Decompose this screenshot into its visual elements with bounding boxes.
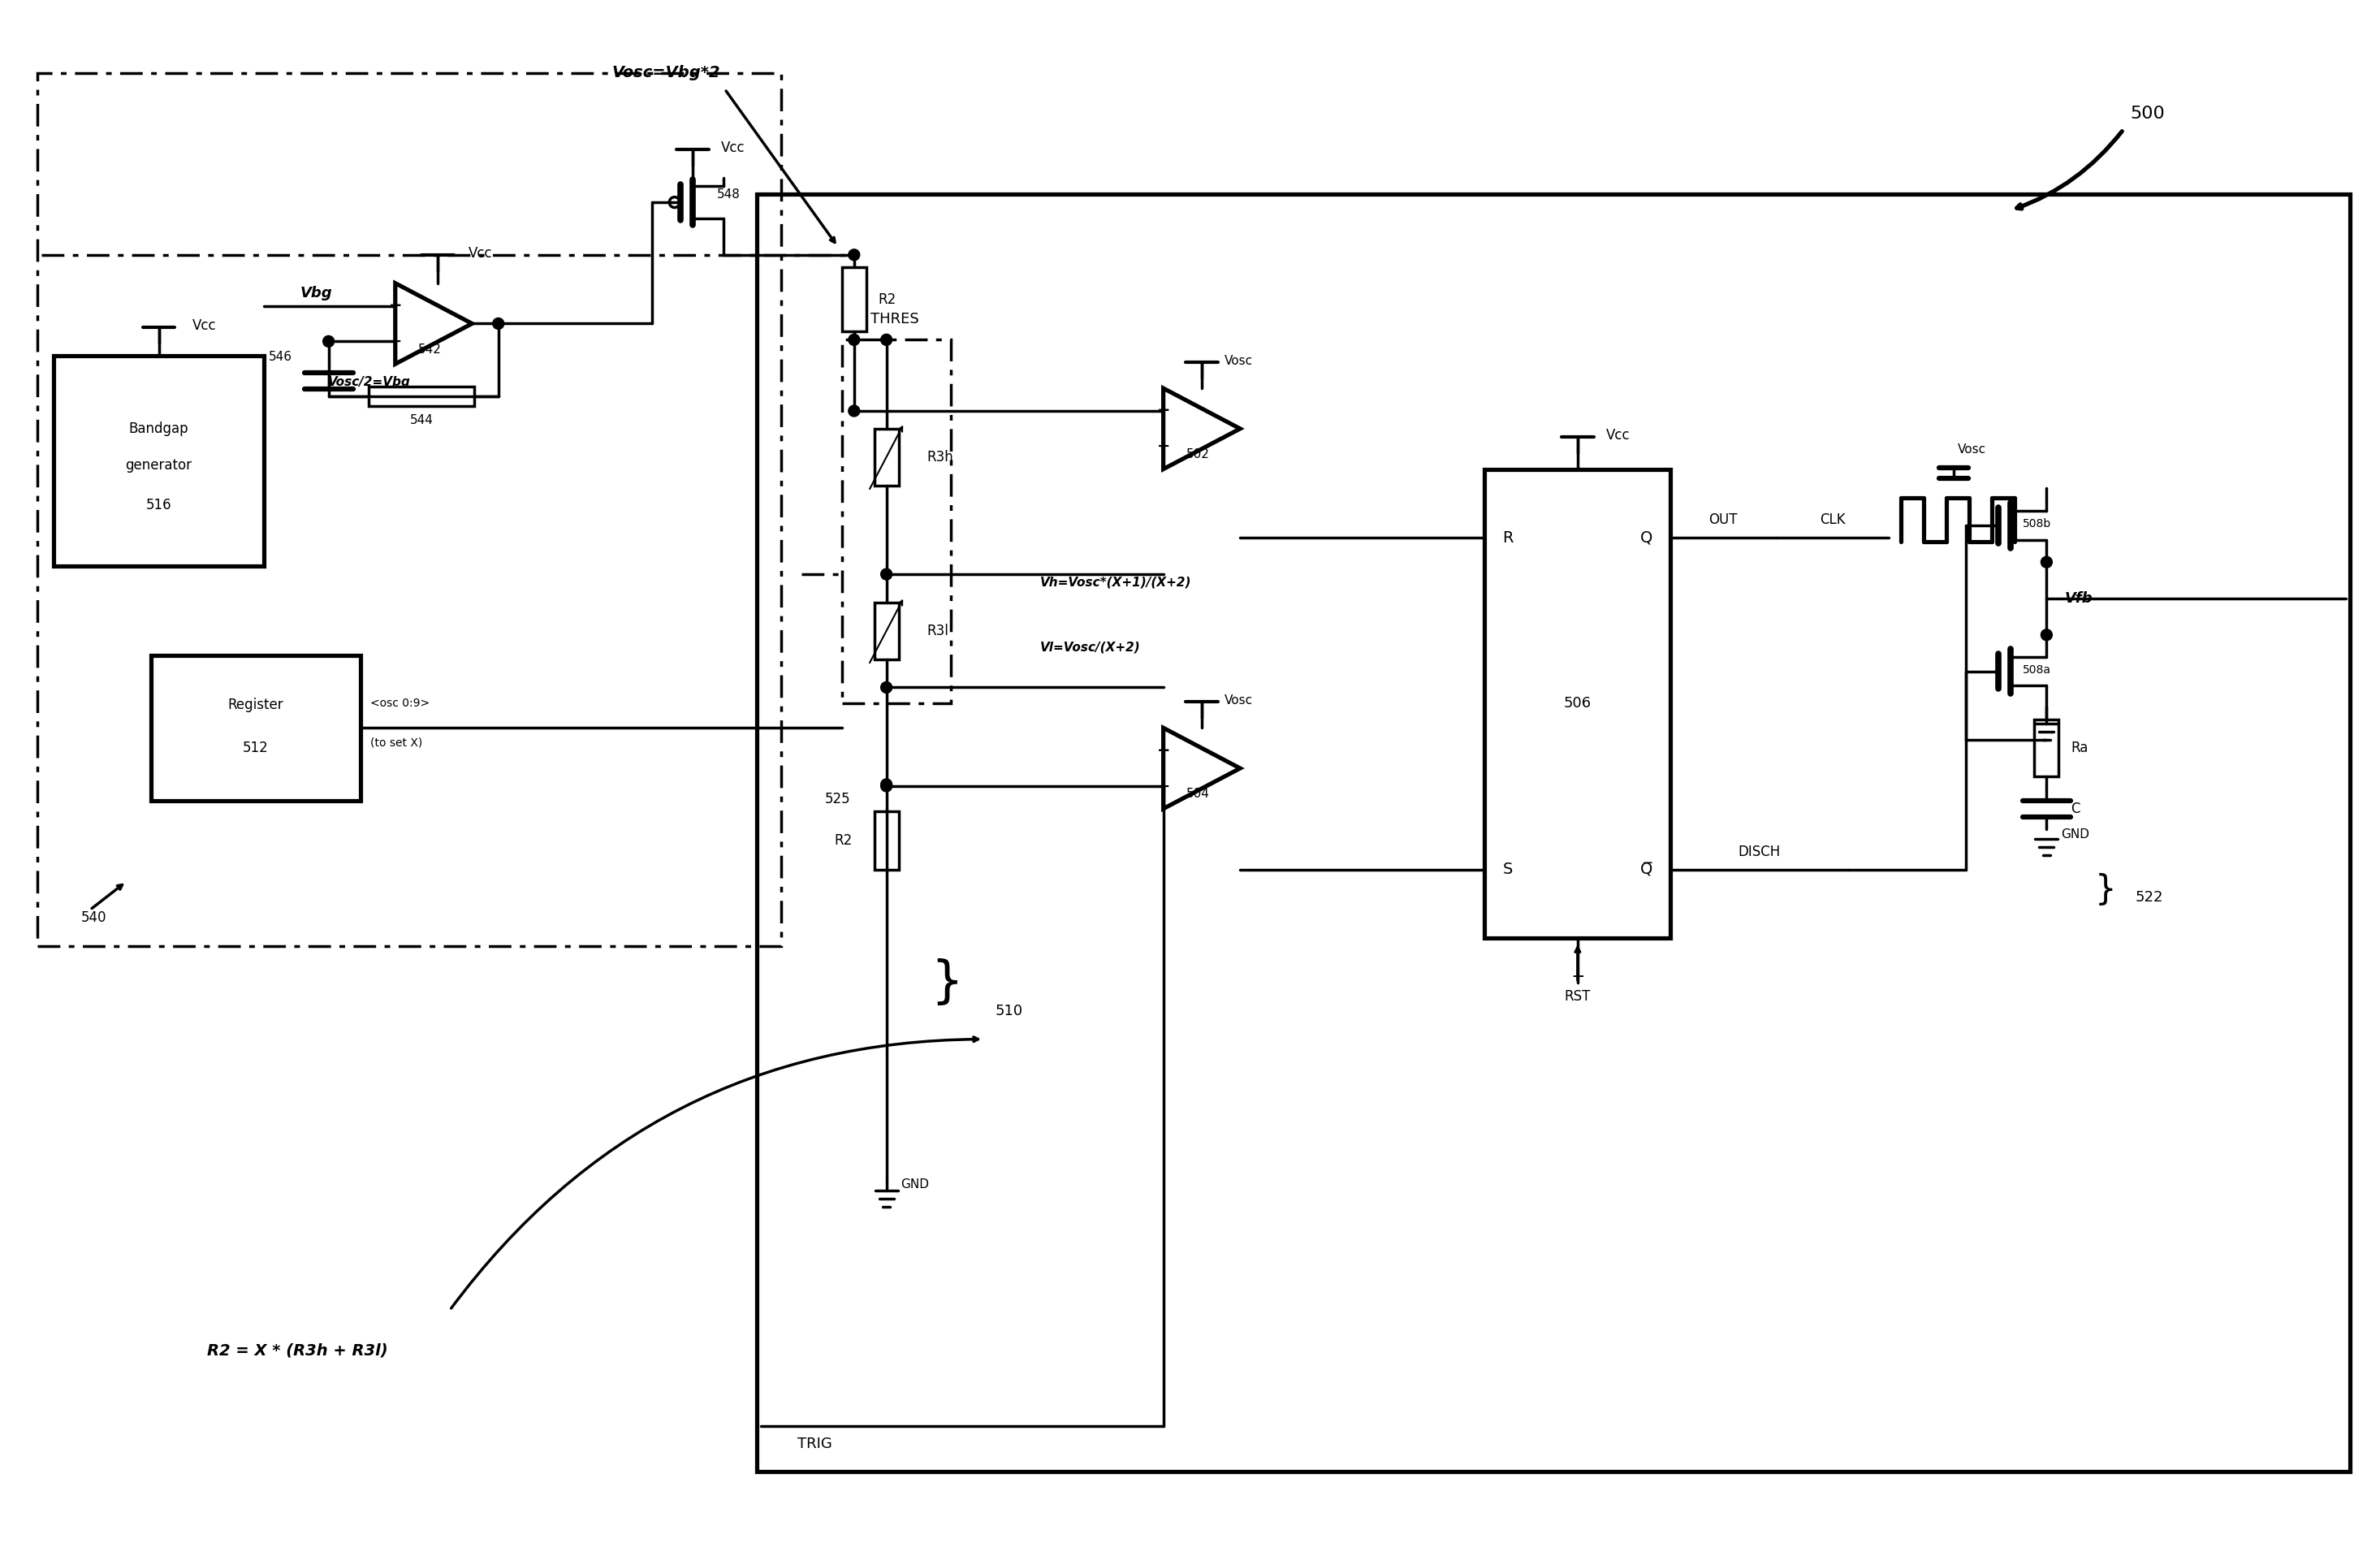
Circle shape [847,335,859,345]
Text: 522: 522 [2135,890,2163,906]
Text: +: + [1157,742,1171,758]
Text: 525: 525 [826,792,850,806]
Text: +: + [388,299,402,313]
Circle shape [881,682,892,692]
Bar [369,386,474,406]
Text: Vcc: Vcc [469,246,493,260]
Text: 540: 540 [81,910,107,926]
Text: −: − [1157,778,1171,794]
Text: ‾: ‾ [1573,976,1583,994]
Text: GND: GND [2061,828,2090,840]
Text: }: } [2094,873,2116,907]
Text: 506: 506 [1564,696,1592,711]
Text: Bandgap: Bandgap [129,422,188,436]
Text: Vl=Vosc/(X+2): Vl=Vosc/(X+2) [1040,641,1140,654]
Text: Vosc=Vbg*2: Vosc=Vbg*2 [612,65,721,81]
Text: generator: generator [126,457,193,473]
Text: Vfb: Vfb [2063,591,2092,605]
Text: Vosc/2=Vbg: Vosc/2=Vbg [328,375,409,387]
Circle shape [881,335,892,345]
Text: 508b: 508b [2023,518,2052,529]
Text: S: S [1502,862,1514,878]
Text: Vh=Vosc*(X+1)/(X+2): Vh=Vosc*(X+1)/(X+2) [1040,576,1192,588]
Text: 502: 502 [1185,448,1209,461]
Text: R2: R2 [878,293,897,307]
Text: +: + [1157,403,1171,419]
Circle shape [324,336,333,347]
Circle shape [881,780,892,790]
Text: 542: 542 [419,344,440,355]
Bar [55,356,264,566]
Text: Vcc: Vcc [721,140,745,156]
Bar [873,811,900,870]
Bar [843,339,952,703]
Circle shape [881,781,892,792]
Text: DISCH: DISCH [1737,845,1780,859]
Text: R3h: R3h [926,450,954,464]
Bar [843,268,866,331]
Text: −: − [388,333,402,349]
Circle shape [847,249,859,260]
Text: RST: RST [1564,990,1590,1004]
Bar [873,429,900,485]
Text: Vosc: Vosc [1959,443,1987,456]
Text: 516: 516 [145,498,171,513]
Circle shape [493,317,505,330]
Bar [757,194,2349,1472]
Circle shape [847,405,859,417]
Circle shape [881,568,892,580]
Text: Vosc: Vosc [1223,355,1252,367]
Text: 510: 510 [995,1004,1023,1018]
Circle shape [2042,629,2052,641]
Text: Register: Register [228,699,283,713]
Text: Vcc: Vcc [1607,428,1630,442]
Text: R2 = X * (R3h + R3l): R2 = X * (R3h + R3l) [207,1343,388,1358]
Text: 508a: 508a [2023,664,2052,675]
Text: 512: 512 [243,741,269,755]
Text: THRES: THRES [871,313,919,327]
Bar [38,73,781,946]
Bar [873,602,900,660]
Text: Vbg: Vbg [300,286,333,300]
Text: −: − [1157,439,1171,454]
Text: }: } [931,958,964,1007]
Text: OUT: OUT [1709,513,1737,527]
Text: 544: 544 [409,414,433,426]
Text: 548: 548 [716,188,740,201]
Text: CLK: CLK [1818,513,1845,527]
Text: C: C [2071,801,2080,815]
Bar [1485,468,1671,938]
Text: R3l: R3l [926,624,950,638]
Text: Q̅: Q̅ [1640,862,1652,878]
Text: R2: R2 [835,832,852,848]
Circle shape [2042,557,2052,568]
Text: Vcc: Vcc [193,319,217,333]
Text: Q: Q [1640,531,1652,546]
Text: <osc 0:9>: <osc 0:9> [371,699,431,710]
Text: (to set X): (to set X) [371,736,424,748]
Text: Ra: Ra [2071,741,2087,755]
Text: GND: GND [902,1178,928,1190]
Text: TRIG: TRIG [797,1436,833,1452]
Text: 500: 500 [2130,106,2166,121]
Text: 504: 504 [1185,787,1209,800]
Text: Vosc: Vosc [1223,694,1252,706]
Bar [2035,720,2059,776]
Text: 546: 546 [269,350,293,363]
Text: R: R [1502,531,1514,546]
Bar [150,655,362,801]
